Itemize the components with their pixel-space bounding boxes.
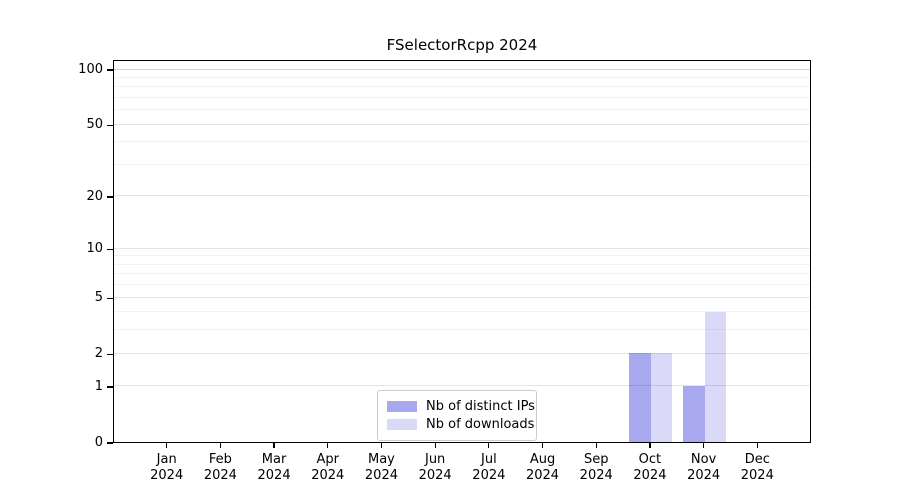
x-tick-mark (434, 443, 436, 448)
x-tick-label: Mar 2024 (257, 452, 291, 483)
y-tick-label: 0 (94, 435, 103, 450)
x-tick-label: Jan 2024 (150, 452, 184, 483)
gridline-minor (114, 255, 810, 257)
gridline-major (114, 352, 810, 354)
y-tick-mark (107, 297, 113, 299)
legend: Nb of distinct IPs Nb of downloads (377, 390, 537, 441)
gridline-major (114, 385, 810, 387)
legend-swatch-downloads (387, 419, 417, 430)
y-tick-mark (107, 124, 113, 126)
x-tick-mark (595, 443, 597, 448)
gridline-major (114, 296, 810, 298)
x-tick-mark (649, 443, 651, 448)
x-tick-mark (541, 443, 544, 448)
x-tick-mark (380, 443, 383, 448)
gridline-minor (114, 273, 810, 275)
gridline-minor (114, 263, 810, 265)
x-tick-mark (703, 443, 705, 448)
chart-title: FSelectorRcpp 2024 (386, 36, 538, 54)
gridline-major (114, 123, 810, 125)
x-tick-mark (219, 443, 221, 448)
gridline-minor (114, 311, 810, 313)
legend-item-distinct-ips: Nb of distinct IPs (387, 398, 535, 415)
y-tick-mark (107, 69, 113, 71)
gridline-minor (114, 97, 810, 98)
gridline-minor (114, 109, 810, 111)
x-tick-label: Aug 2024 (525, 452, 560, 483)
y-tick-label: 10 (86, 241, 103, 257)
gridline-major (114, 195, 810, 197)
y-tick-mark (107, 196, 113, 198)
legend-item-downloads: Nb of downloads (387, 416, 534, 433)
bar-downloads-nov (704, 311, 727, 442)
x-tick-label: Nov 2024 (687, 452, 721, 483)
legend-label-distinct-ips: Nb of distinct IPs (426, 399, 535, 414)
gridline-minor (114, 86, 810, 88)
gridline-minor (114, 141, 810, 143)
y-tick-label: 5 (94, 290, 103, 306)
gridline-minor (114, 284, 810, 286)
gridline-minor (114, 329, 810, 331)
x-tick-mark (273, 443, 275, 448)
plot-area (113, 60, 811, 443)
x-tick-label: Sep 2024 (579, 452, 613, 483)
x-tick-label: Apr 2024 (311, 452, 345, 483)
x-tick-label: Oct 2024 (633, 452, 667, 483)
x-tick-label: Jun 2024 (418, 452, 452, 483)
y-tick-label: 20 (86, 188, 103, 204)
y-tick-mark (107, 386, 113, 388)
y-tick-label: 50 (86, 117, 103, 133)
bar-downloads-oct (650, 353, 673, 442)
y-tick-label: 100 (78, 62, 103, 77)
y-tick-mark (107, 353, 113, 355)
bar-distinct-ips-nov (683, 385, 705, 442)
x-tick-label: Jul 2024 (472, 452, 506, 483)
legend-label-downloads: Nb of downloads (426, 417, 535, 432)
y-tick-mark (107, 442, 113, 444)
gridline-major (114, 68, 810, 70)
legend-swatch-distinct-ips (387, 401, 417, 412)
x-tick-label: May 2024 (364, 452, 398, 483)
bar-distinct-ips-oct (629, 353, 651, 442)
x-tick-mark (327, 443, 329, 448)
gridline-major (114, 247, 810, 249)
y-tick-mark (107, 248, 113, 250)
x-tick-mark (488, 443, 490, 448)
x-tick-label: Feb 2024 (203, 452, 237, 483)
x-tick-mark (756, 443, 758, 448)
gridline-minor (114, 76, 810, 78)
x-tick-label: Dec 2024 (740, 452, 774, 483)
gridline-minor (114, 163, 810, 165)
y-tick-label: 2 (94, 346, 103, 362)
y-tick-label: 1 (94, 378, 103, 394)
x-tick-mark (166, 443, 168, 448)
